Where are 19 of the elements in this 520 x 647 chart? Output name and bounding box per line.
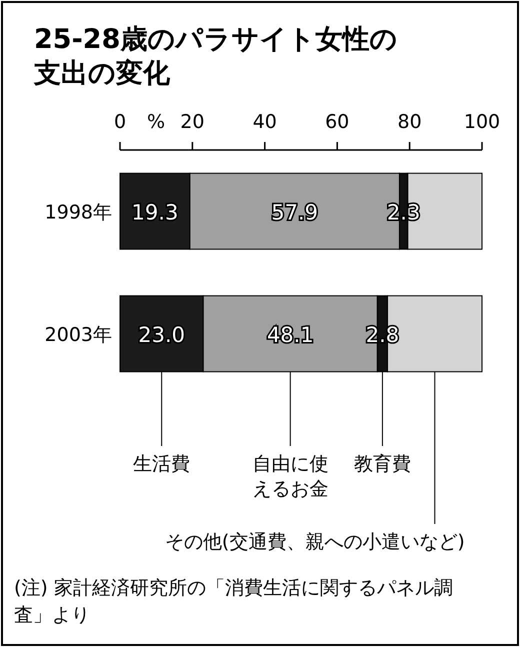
text: 教育費 — [354, 453, 411, 475]
y-tick-label: 1998年 — [44, 201, 112, 224]
x-tick-label: 80 — [398, 111, 422, 133]
text: 生活費 — [133, 453, 190, 475]
text: 自由に使えるお金 — [252, 453, 328, 500]
text: (注) 家計経済研究所の「消費生活に関するパネル調査」より — [14, 577, 453, 626]
text: その他(交通費、親への小遣いなど) — [164, 531, 465, 553]
x-tick-label: 100 — [464, 111, 500, 133]
x-tick-label: 60 — [325, 111, 350, 133]
x-tick-label: 0 — [114, 111, 126, 133]
x-tick-label: 20 — [180, 111, 204, 133]
x-tick-label: 40 — [252, 111, 277, 133]
x-axis-title: % — [146, 111, 166, 133]
data-label: 57.9 — [271, 200, 318, 224]
data-label: 23.0 — [138, 322, 186, 347]
data-label: 19.3 — [132, 200, 178, 224]
chart-title: 25-28歳のパラサイト女性の支出の変化 — [33, 24, 398, 89]
y-tick-label: 2003年 — [44, 324, 112, 346]
data-label: 48.1 — [266, 322, 314, 347]
